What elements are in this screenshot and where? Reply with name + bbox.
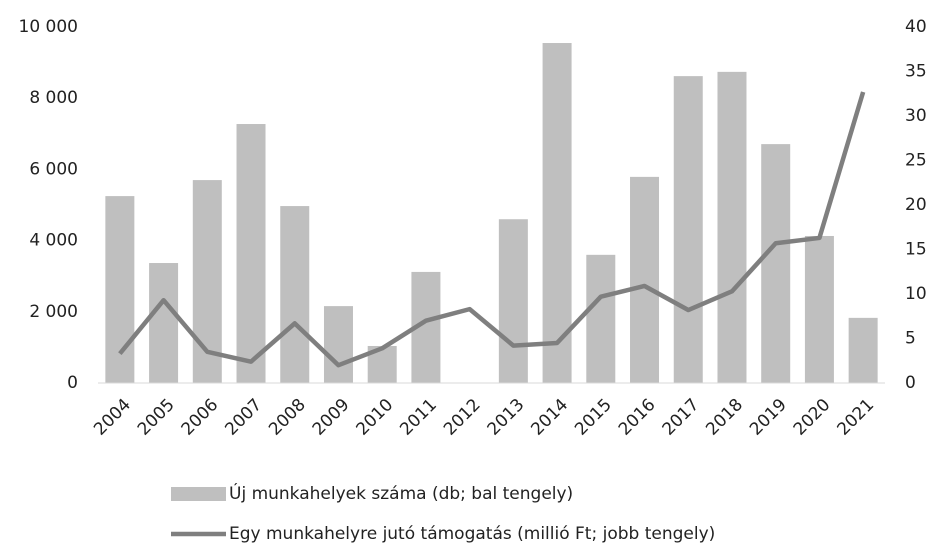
y-tick-label: 0 bbox=[67, 373, 78, 393]
y2-tick-label: 25 bbox=[905, 151, 927, 171]
x-tick-label: 2020 bbox=[790, 395, 835, 440]
y-tick-label: 10 000 bbox=[19, 17, 78, 37]
y-tick-label: 8 000 bbox=[29, 88, 78, 108]
x-tick-label: 2007 bbox=[221, 395, 266, 440]
bar bbox=[542, 43, 572, 384]
legend-label: Egy munkahelyre jutó támogatás (millió F… bbox=[229, 524, 715, 544]
x-tick-label: 2021 bbox=[833, 395, 878, 440]
legend-swatch bbox=[171, 487, 226, 501]
x-tick-label: 2005 bbox=[134, 395, 179, 440]
x-tick-label: 2011 bbox=[396, 395, 441, 440]
y2-tick-label: 5 bbox=[905, 329, 916, 349]
x-tick-label: 2014 bbox=[527, 395, 572, 440]
x-tick-label: 2009 bbox=[309, 395, 354, 440]
x-tick-label: 2018 bbox=[702, 395, 747, 440]
y2-tick-label: 40 bbox=[905, 17, 927, 37]
x-tick-label: 2015 bbox=[571, 395, 616, 440]
bar bbox=[804, 235, 834, 383]
y2-tick-label: 30 bbox=[905, 106, 927, 126]
bar bbox=[630, 176, 660, 383]
y2-tick-label: 15 bbox=[905, 240, 927, 260]
bar bbox=[236, 124, 266, 383]
line bbox=[118, 91, 866, 368]
bar bbox=[848, 317, 878, 383]
y-tick-label: 2 000 bbox=[29, 302, 78, 322]
y-tick-label: 4 000 bbox=[29, 231, 78, 251]
x-tick-label: 2019 bbox=[746, 395, 791, 440]
x-tick-label: 2010 bbox=[353, 395, 398, 440]
bar bbox=[761, 144, 791, 383]
y2-tick-label: 20 bbox=[905, 195, 927, 215]
x-tick-label: 2008 bbox=[265, 395, 310, 440]
bar bbox=[105, 196, 135, 383]
bar bbox=[323, 306, 353, 383]
x-tick-label: 2016 bbox=[615, 395, 660, 440]
legend-label: Új munkahelyek száma (db; bal tengely) bbox=[229, 482, 573, 504]
y2-tick-label: 10 bbox=[905, 284, 927, 304]
bar bbox=[717, 71, 747, 383]
y2-tick-label: 0 bbox=[905, 373, 916, 393]
bar bbox=[280, 206, 310, 383]
bar bbox=[149, 263, 179, 383]
x-tick-label: 2012 bbox=[440, 395, 485, 440]
x-tick-label: 2006 bbox=[178, 395, 223, 440]
x-tick-label: 2017 bbox=[659, 395, 704, 440]
bar bbox=[586, 254, 616, 383]
y-tick-label: 6 000 bbox=[29, 159, 78, 179]
x-tick-label: 2004 bbox=[90, 395, 135, 440]
y2-tick-label: 35 bbox=[905, 62, 927, 82]
bar bbox=[498, 219, 528, 383]
x-tick-label: 2013 bbox=[484, 395, 529, 440]
bar bbox=[673, 76, 703, 384]
